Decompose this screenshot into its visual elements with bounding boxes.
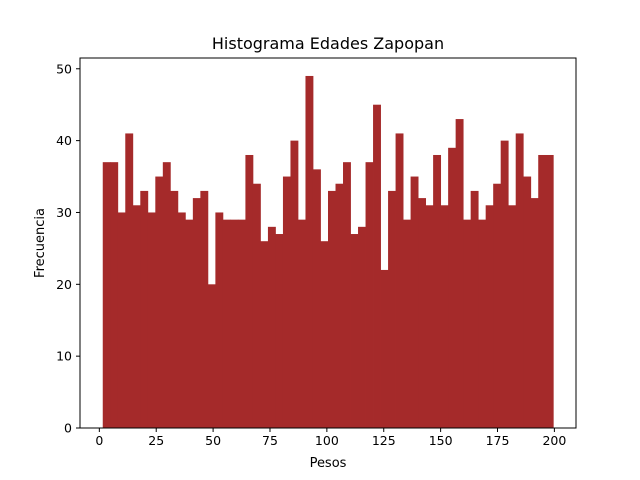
x-tick-label: 150	[429, 433, 453, 448]
histogram-bar	[222, 219, 231, 428]
y-axis-label: Frecuencia	[33, 208, 48, 278]
chart-title: Histograma Edades Zapopan	[212, 34, 444, 53]
histogram-bar	[282, 176, 291, 428]
y-tick-label: 20	[56, 277, 72, 292]
x-axis-ticks: 0 25 50 75 100 125 150 175 200	[95, 428, 566, 448]
histogram-bar	[478, 219, 487, 428]
histogram-bar	[200, 190, 209, 428]
histogram-bar	[365, 162, 374, 429]
histogram-bar	[523, 176, 532, 428]
histogram-bar	[125, 133, 134, 428]
histogram-bar	[395, 133, 404, 428]
y-tick-label: 30	[56, 205, 72, 220]
histogram-bar	[117, 212, 126, 428]
histogram-bar	[545, 154, 554, 428]
histogram-bar	[110, 162, 119, 429]
y-tick-label: 10	[56, 349, 72, 364]
histogram-bar	[290, 140, 299, 429]
histogram-bar	[237, 219, 246, 428]
histogram-bar	[350, 234, 359, 428]
histogram-bar	[162, 162, 171, 429]
histogram-bar	[440, 205, 449, 428]
histogram-bar	[500, 140, 509, 429]
histogram-bar	[403, 219, 411, 428]
x-tick-label: 125	[372, 433, 396, 448]
histogram-bar	[418, 198, 427, 428]
histogram-bar	[463, 219, 472, 428]
plot-frame	[79, 57, 577, 429]
y-axis-ticks: 0 10 20 30 40 50	[56, 61, 80, 436]
x-tick-label: 25	[148, 433, 164, 448]
histogram-bar	[328, 190, 336, 428]
histogram-bar	[192, 198, 201, 428]
histogram-bar	[312, 169, 321, 428]
bars-group	[102, 75, 554, 429]
x-tick-label: 75	[262, 433, 278, 448]
histogram-bar	[147, 212, 156, 428]
histogram-bar	[230, 219, 239, 428]
y-tick-label: 50	[56, 61, 72, 76]
histogram-bar	[515, 133, 524, 428]
histogram-bar	[343, 162, 351, 429]
histogram-bar	[425, 205, 434, 428]
histogram-bar	[433, 154, 442, 428]
histogram-bar	[177, 212, 186, 428]
y-tick-label: 40	[56, 133, 72, 148]
histogram-bar	[538, 154, 547, 428]
y-tick-label: 0	[64, 421, 72, 436]
histogram-bar	[380, 269, 389, 428]
histogram-bar	[185, 219, 194, 428]
histogram-bar	[448, 147, 457, 428]
x-axis-label: Pesos	[310, 456, 347, 471]
histogram-bar	[155, 176, 164, 428]
histogram-bar	[410, 176, 419, 428]
histogram-bar	[267, 226, 276, 428]
histogram-bar	[132, 205, 141, 428]
histogram-bar	[373, 104, 381, 428]
histogram-bar	[245, 154, 254, 428]
histogram-bar	[335, 183, 344, 428]
histogram-bar	[297, 219, 306, 428]
x-tick-label: 175	[486, 433, 510, 448]
histogram-bar	[140, 190, 149, 428]
histogram-bar	[170, 190, 179, 428]
histogram-bar	[260, 241, 269, 428]
histogram-bar	[388, 190, 396, 428]
histogram-bar	[530, 198, 539, 428]
histogram-bar	[358, 226, 366, 428]
histogram-bar	[493, 183, 502, 428]
histogram-bar	[470, 190, 479, 428]
x-tick-label: 50	[205, 433, 221, 448]
x-tick-label: 100	[315, 433, 339, 448]
histogram-bar	[485, 205, 494, 428]
histogram-bar	[508, 205, 517, 428]
x-tick-label: 200	[542, 433, 566, 448]
histogram-bar	[305, 75, 314, 428]
histogram-bar	[275, 234, 284, 428]
histogram-bar	[455, 119, 464, 428]
histogram-bar	[252, 183, 261, 428]
histogram-bar	[215, 212, 224, 428]
x-tick-label: 0	[95, 433, 103, 448]
histogram-bar	[320, 241, 329, 428]
histogram-bar	[102, 162, 111, 429]
histogram-bar	[207, 284, 216, 428]
